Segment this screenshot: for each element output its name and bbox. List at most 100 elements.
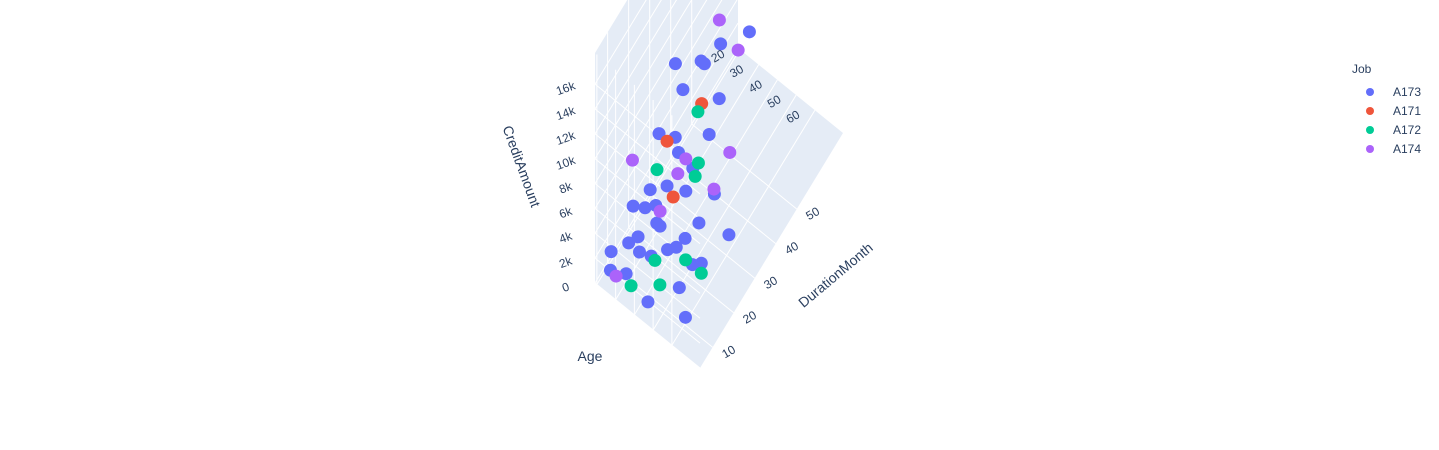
x-tick-label: 50: [803, 204, 822, 223]
data-point-a173[interactable]: [702, 128, 716, 142]
data-point-a172[interactable]: [679, 253, 693, 267]
z-tick-label: 12k: [554, 128, 578, 148]
data-point-a173[interactable]: [714, 37, 728, 51]
legend-marker-icon: [1366, 125, 1374, 134]
data-point-a173[interactable]: [672, 281, 686, 295]
x-tick-label: 40: [782, 239, 801, 258]
data-point-a174[interactable]: [679, 152, 693, 166]
legend-label: A173: [1393, 84, 1422, 99]
legend-label: A171: [1393, 103, 1422, 118]
data-point-a174[interactable]: [723, 145, 737, 159]
data-point-a173[interactable]: [641, 295, 655, 309]
data-point-a173[interactable]: [712, 92, 726, 106]
grid-line-y: [615, 64, 760, 300]
grid-line-z: [594, 133, 701, 220]
data-point-a172[interactable]: [650, 163, 664, 177]
z-tick-label: 16k: [554, 78, 578, 98]
data-point-a173[interactable]: [678, 310, 692, 324]
data-point-a172[interactable]: [648, 253, 662, 267]
legend-item-a172[interactable]: A172: [1340, 120, 1435, 139]
data-point-a173[interactable]: [622, 236, 636, 250]
data-point-a174[interactable]: [653, 204, 667, 218]
data-point-a174[interactable]: [609, 269, 623, 283]
legend-item-a173[interactable]: A173: [1340, 82, 1435, 101]
legend-items: A173 A171 A172 A174: [1340, 82, 1435, 158]
data-point-a173[interactable]: [604, 245, 618, 259]
legend-marker-icon: [1366, 144, 1374, 153]
legend-marker-icon: [1366, 106, 1374, 115]
data-point-a173[interactable]: [638, 201, 652, 215]
data-point-a173[interactable]: [692, 216, 706, 230]
y-tick-label: 40: [746, 77, 765, 96]
z-tick-label: 0: [560, 279, 571, 295]
legend-label: A172: [1393, 122, 1422, 137]
data-point-a174[interactable]: [731, 43, 745, 57]
data-point-a173[interactable]: [660, 179, 674, 193]
grid-line-x: [649, 192, 755, 279]
legend-label: A174: [1393, 141, 1422, 156]
data-point-a173[interactable]: [661, 243, 675, 257]
z-tick-label: 2k: [557, 253, 575, 271]
tick-labels: 1020304050203040506002k4k6k8k10k12k14k16…: [554, 46, 822, 361]
y-tick-label: 30: [727, 62, 746, 81]
y-tick-label: 60: [784, 107, 803, 126]
legend-title: Job: [1352, 62, 1372, 76]
grid-line-z: [594, 0, 693, 159]
x-tick-label: 30: [761, 273, 780, 292]
grid-line-z: [594, 0, 723, 209]
data-point-a173[interactable]: [676, 83, 690, 97]
z-axis-title: CreditAmount: [500, 123, 544, 209]
data-point-a174[interactable]: [712, 13, 726, 27]
grid-line-z: [594, 0, 647, 85]
grid-line-z: [594, 108, 701, 195]
z-tick-label: 8k: [557, 179, 575, 197]
data-point-a174[interactable]: [625, 153, 639, 167]
data-point-a174[interactable]: [671, 167, 685, 181]
y-tick-label: 50: [765, 92, 784, 111]
x-tick-label: 10: [719, 342, 738, 361]
data-point-a173[interactable]: [668, 57, 682, 71]
y-tick-label: 20: [709, 46, 728, 65]
data-point-a172[interactable]: [688, 169, 702, 183]
data-point-a173[interactable]: [632, 245, 646, 259]
legend: Job A173 A171 A172 A174: [1340, 62, 1435, 158]
data-point-a172[interactable]: [624, 279, 638, 293]
data-point-a173[interactable]: [742, 25, 756, 39]
data-point-a173[interactable]: [631, 230, 645, 244]
grid-line-z: [594, 0, 708, 184]
grid-line-z: [594, 0, 678, 135]
data-point-a173[interactable]: [679, 184, 693, 198]
data-point-a173[interactable]: [619, 267, 633, 281]
x-tick-label: 20: [740, 308, 759, 327]
data-point-a171[interactable]: [666, 190, 680, 204]
y-axis-title: Age: [578, 348, 603, 364]
grid-line-x: [628, 227, 734, 314]
data-point-a173[interactable]: [626, 199, 640, 213]
data-point-a173[interactable]: [643, 183, 657, 197]
grid-line-y: [596, 49, 741, 285]
z-tick-label: 14k: [554, 103, 578, 123]
grid-line-z: [594, 47, 739, 284]
data-point-a173[interactable]: [650, 216, 664, 230]
data-point-a172[interactable]: [694, 266, 708, 280]
grid-line-y: [633, 79, 778, 316]
data-point-a172[interactable]: [653, 278, 667, 292]
legend-item-a174[interactable]: A174: [1340, 139, 1435, 158]
data-point-a172[interactable]: [691, 105, 705, 119]
z-tick-label: 10k: [554, 153, 578, 173]
data-point-a171[interactable]: [660, 134, 674, 148]
legend-marker-icon: [1366, 87, 1374, 96]
data-point-a172[interactable]: [691, 156, 705, 170]
z-tick-label: 6k: [557, 204, 575, 222]
data-points: [603, 13, 756, 324]
data-point-a174[interactable]: [707, 182, 721, 196]
scene: 1020304050203040506002k4k6k8k10k12k14k16…: [500, 0, 876, 369]
grid-line-z: [594, 0, 662, 110]
data-point-a173[interactable]: [694, 54, 708, 68]
grid-line-z: [594, 158, 701, 245]
data-point-a173[interactable]: [678, 231, 692, 245]
x-axis-title: DurationMonth: [795, 239, 876, 310]
data-point-a173[interactable]: [722, 228, 736, 242]
legend-item-a171[interactable]: A171: [1340, 101, 1435, 120]
